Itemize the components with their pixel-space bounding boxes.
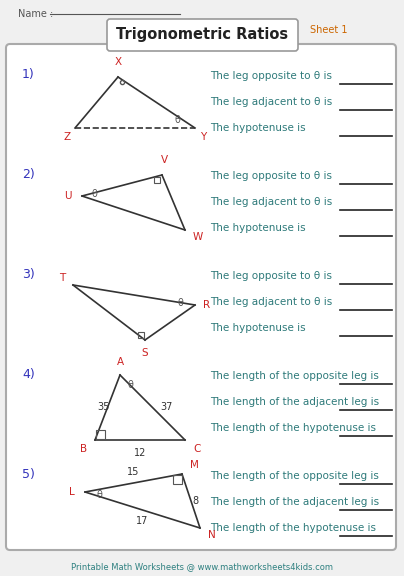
Text: C: C — [193, 444, 200, 454]
Text: X: X — [114, 57, 122, 67]
Text: 8: 8 — [192, 496, 198, 506]
Text: Trigonometric Ratios: Trigonometric Ratios — [116, 28, 288, 43]
Text: 5): 5) — [22, 468, 35, 481]
Text: The leg adjacent to θ is: The leg adjacent to θ is — [210, 97, 332, 107]
Text: A: A — [116, 357, 124, 367]
Text: V: V — [160, 155, 168, 165]
Text: M: M — [190, 460, 199, 470]
Text: Z: Z — [63, 132, 71, 142]
Text: θ: θ — [177, 298, 183, 308]
Text: R: R — [203, 300, 210, 310]
Text: The length of the adjacent leg is: The length of the adjacent leg is — [210, 397, 379, 407]
Text: T: T — [59, 273, 65, 283]
Text: 1): 1) — [22, 68, 35, 81]
Text: The length of the hypotenuse is: The length of the hypotenuse is — [210, 523, 376, 533]
Text: The hypotenuse is: The hypotenuse is — [210, 323, 305, 333]
Text: 35: 35 — [98, 402, 110, 412]
Text: 37: 37 — [160, 402, 173, 412]
Text: Sheet 1: Sheet 1 — [310, 25, 347, 35]
Text: B: B — [80, 444, 87, 454]
Text: The leg adjacent to θ is: The leg adjacent to θ is — [210, 297, 332, 307]
FancyBboxPatch shape — [107, 19, 298, 51]
Text: The length of the opposite leg is: The length of the opposite leg is — [210, 371, 379, 381]
Text: The leg adjacent to θ is: The leg adjacent to θ is — [210, 197, 332, 207]
Bar — [96, 430, 105, 439]
Text: S: S — [142, 348, 148, 358]
Text: N: N — [208, 530, 216, 540]
Text: The length of the hypotenuse is: The length of the hypotenuse is — [210, 423, 376, 433]
Text: 17: 17 — [136, 516, 148, 526]
Bar — [173, 475, 182, 484]
Text: θ: θ — [91, 189, 97, 199]
Text: 15: 15 — [127, 467, 139, 477]
Text: The leg opposite to θ is: The leg opposite to θ is — [210, 71, 332, 81]
Text: The leg opposite to θ is: The leg opposite to θ is — [210, 271, 332, 281]
Text: 4): 4) — [22, 368, 35, 381]
Text: Name :: Name : — [18, 9, 53, 19]
Text: The length of the adjacent leg is: The length of the adjacent leg is — [210, 497, 379, 507]
Text: The hypotenuse is: The hypotenuse is — [210, 223, 305, 233]
Text: 2): 2) — [22, 168, 35, 181]
Text: The hypotenuse is: The hypotenuse is — [210, 123, 305, 133]
Text: θ: θ — [127, 380, 133, 390]
Text: 3): 3) — [22, 268, 35, 281]
Text: The length of the opposite leg is: The length of the opposite leg is — [210, 471, 379, 481]
FancyBboxPatch shape — [6, 44, 396, 550]
Text: Y: Y — [200, 132, 206, 142]
Text: U: U — [65, 191, 72, 201]
Text: W: W — [193, 232, 203, 242]
Text: The leg opposite to θ is: The leg opposite to θ is — [210, 171, 332, 181]
Text: θ: θ — [96, 490, 102, 500]
Text: 12: 12 — [134, 448, 146, 458]
Text: θ: θ — [174, 115, 180, 125]
Text: Printable Math Worksheets @ www.mathworksheets4kids.com: Printable Math Worksheets @ www.mathwork… — [71, 563, 333, 571]
Text: L: L — [69, 487, 75, 497]
